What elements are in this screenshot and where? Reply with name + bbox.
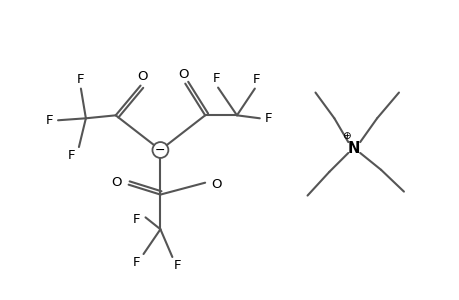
- Text: O: O: [111, 176, 122, 189]
- Text: O: O: [210, 178, 221, 191]
- Text: O: O: [137, 70, 147, 83]
- Text: F: F: [133, 213, 140, 226]
- Text: F: F: [133, 256, 140, 269]
- Text: F: F: [68, 149, 76, 162]
- Text: F: F: [173, 260, 181, 272]
- Text: −: −: [155, 143, 165, 157]
- Text: F: F: [264, 112, 272, 125]
- Text: ⊕: ⊕: [341, 131, 350, 141]
- Text: F: F: [45, 114, 53, 127]
- Text: O: O: [178, 68, 188, 81]
- Text: F: F: [77, 73, 84, 86]
- Text: N: N: [347, 140, 360, 155]
- Text: F: F: [212, 72, 219, 85]
- Text: F: F: [252, 73, 260, 86]
